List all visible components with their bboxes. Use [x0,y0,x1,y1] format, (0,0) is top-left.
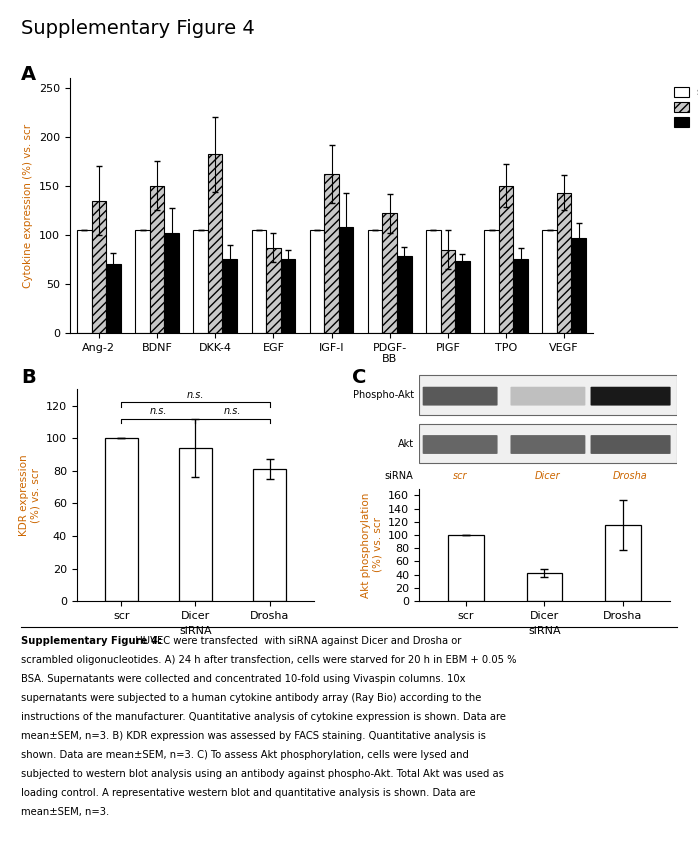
FancyBboxPatch shape [423,387,498,406]
Y-axis label: KDR expression
(%) vs. scr: KDR expression (%) vs. scr [19,454,40,536]
Bar [557,193,572,333]
Bar [325,174,339,333]
Legend: scr, Dicer, Drosha: scr, Dicer, Drosha [670,83,698,131]
Text: scr: scr [453,471,468,481]
Bar [419,424,677,464]
Y-axis label: Cytokine expression (%) vs. scr: Cytokine expression (%) vs. scr [24,124,34,287]
Bar [251,230,266,333]
Bar [91,201,106,333]
Bar [150,186,164,333]
Text: n.s.: n.s. [186,390,205,400]
Text: Drosha: Drosha [614,471,648,481]
Bar [310,230,325,333]
Text: loading control. A representative western blot and quantitative analysis is show: loading control. A representative wester… [21,788,475,798]
Text: n.s.: n.s. [149,407,167,416]
Bar [281,260,295,333]
Bar [527,573,562,601]
Bar [339,227,353,333]
Bar [397,256,412,333]
FancyBboxPatch shape [423,435,498,454]
Text: siRNA: siRNA [385,471,414,481]
Text: BSA. Supernatants were collected and concentrated 10-fold using Vivaspin columns: BSA. Supernatants were collected and con… [21,674,466,684]
Text: scrambled oligonucleotides. A) 24 h after transfection, cells were starved for 2: scrambled oligonucleotides. A) 24 h afte… [21,655,517,665]
Text: Akt: Akt [397,439,414,449]
Bar [605,525,641,601]
Bar [105,439,138,601]
Bar [179,448,212,601]
Text: supernatants were subjected to a human cytokine antibody array (Ray Bio) accordi: supernatants were subjected to a human c… [21,693,482,703]
Bar [426,230,440,333]
Bar [368,230,383,333]
Text: mean±SEM, n=3. B) KDR expression was assessed by FACS staining. Quantitative ana: mean±SEM, n=3. B) KDR expression was ass… [21,731,486,741]
Bar [193,230,208,333]
FancyBboxPatch shape [510,387,586,406]
Bar [77,230,91,333]
Bar [253,469,286,601]
Text: Phospho-Akt: Phospho-Akt [352,390,414,400]
X-axis label: siRNA: siRNA [179,626,211,637]
FancyBboxPatch shape [591,435,671,454]
Text: HUVEC were transfected  with siRNA against Dicer and Drosha or: HUVEC were transfected with siRNA agains… [129,636,461,646]
Bar [542,230,557,333]
Bar [572,238,586,333]
Bar [455,261,470,333]
Bar [484,230,499,333]
Y-axis label: Akt phosphorylation
(%) vs. scr: Akt phosphorylation (%) vs. scr [361,492,383,598]
Text: Supplementary Figure 4:: Supplementary Figure 4: [21,636,162,646]
Text: C: C [352,368,367,387]
FancyBboxPatch shape [510,435,586,454]
Bar [383,214,397,333]
Bar [223,260,237,333]
Bar [448,535,484,601]
Bar [266,247,281,333]
Bar [419,375,677,415]
Bar [513,260,528,333]
FancyBboxPatch shape [591,387,671,406]
Bar [440,250,455,333]
Bar [499,186,513,333]
Bar [106,265,121,333]
Text: subjected to western blot analysis using an antibody against phospho-Akt. Total : subjected to western blot analysis using… [21,769,504,779]
Text: shown. Data are mean±SEM, n=3. C) To assess Akt phosphorylation, cells were lyse: shown. Data are mean±SEM, n=3. C) To ass… [21,750,469,760]
Text: Dicer: Dicer [535,471,560,481]
Text: instructions of the manufacturer. Quantitative analysis of cytokine expression i: instructions of the manufacturer. Quanti… [21,712,506,722]
Bar [208,154,223,333]
Text: A: A [21,65,36,84]
Text: B: B [21,368,36,387]
Bar [164,233,179,333]
X-axis label: siRNA: siRNA [528,626,560,637]
Text: Supplementary Figure 4: Supplementary Figure 4 [21,19,255,38]
Bar [135,230,150,333]
Text: n.s.: n.s. [224,407,242,416]
Text: mean±SEM, n=3.: mean±SEM, n=3. [21,807,109,817]
